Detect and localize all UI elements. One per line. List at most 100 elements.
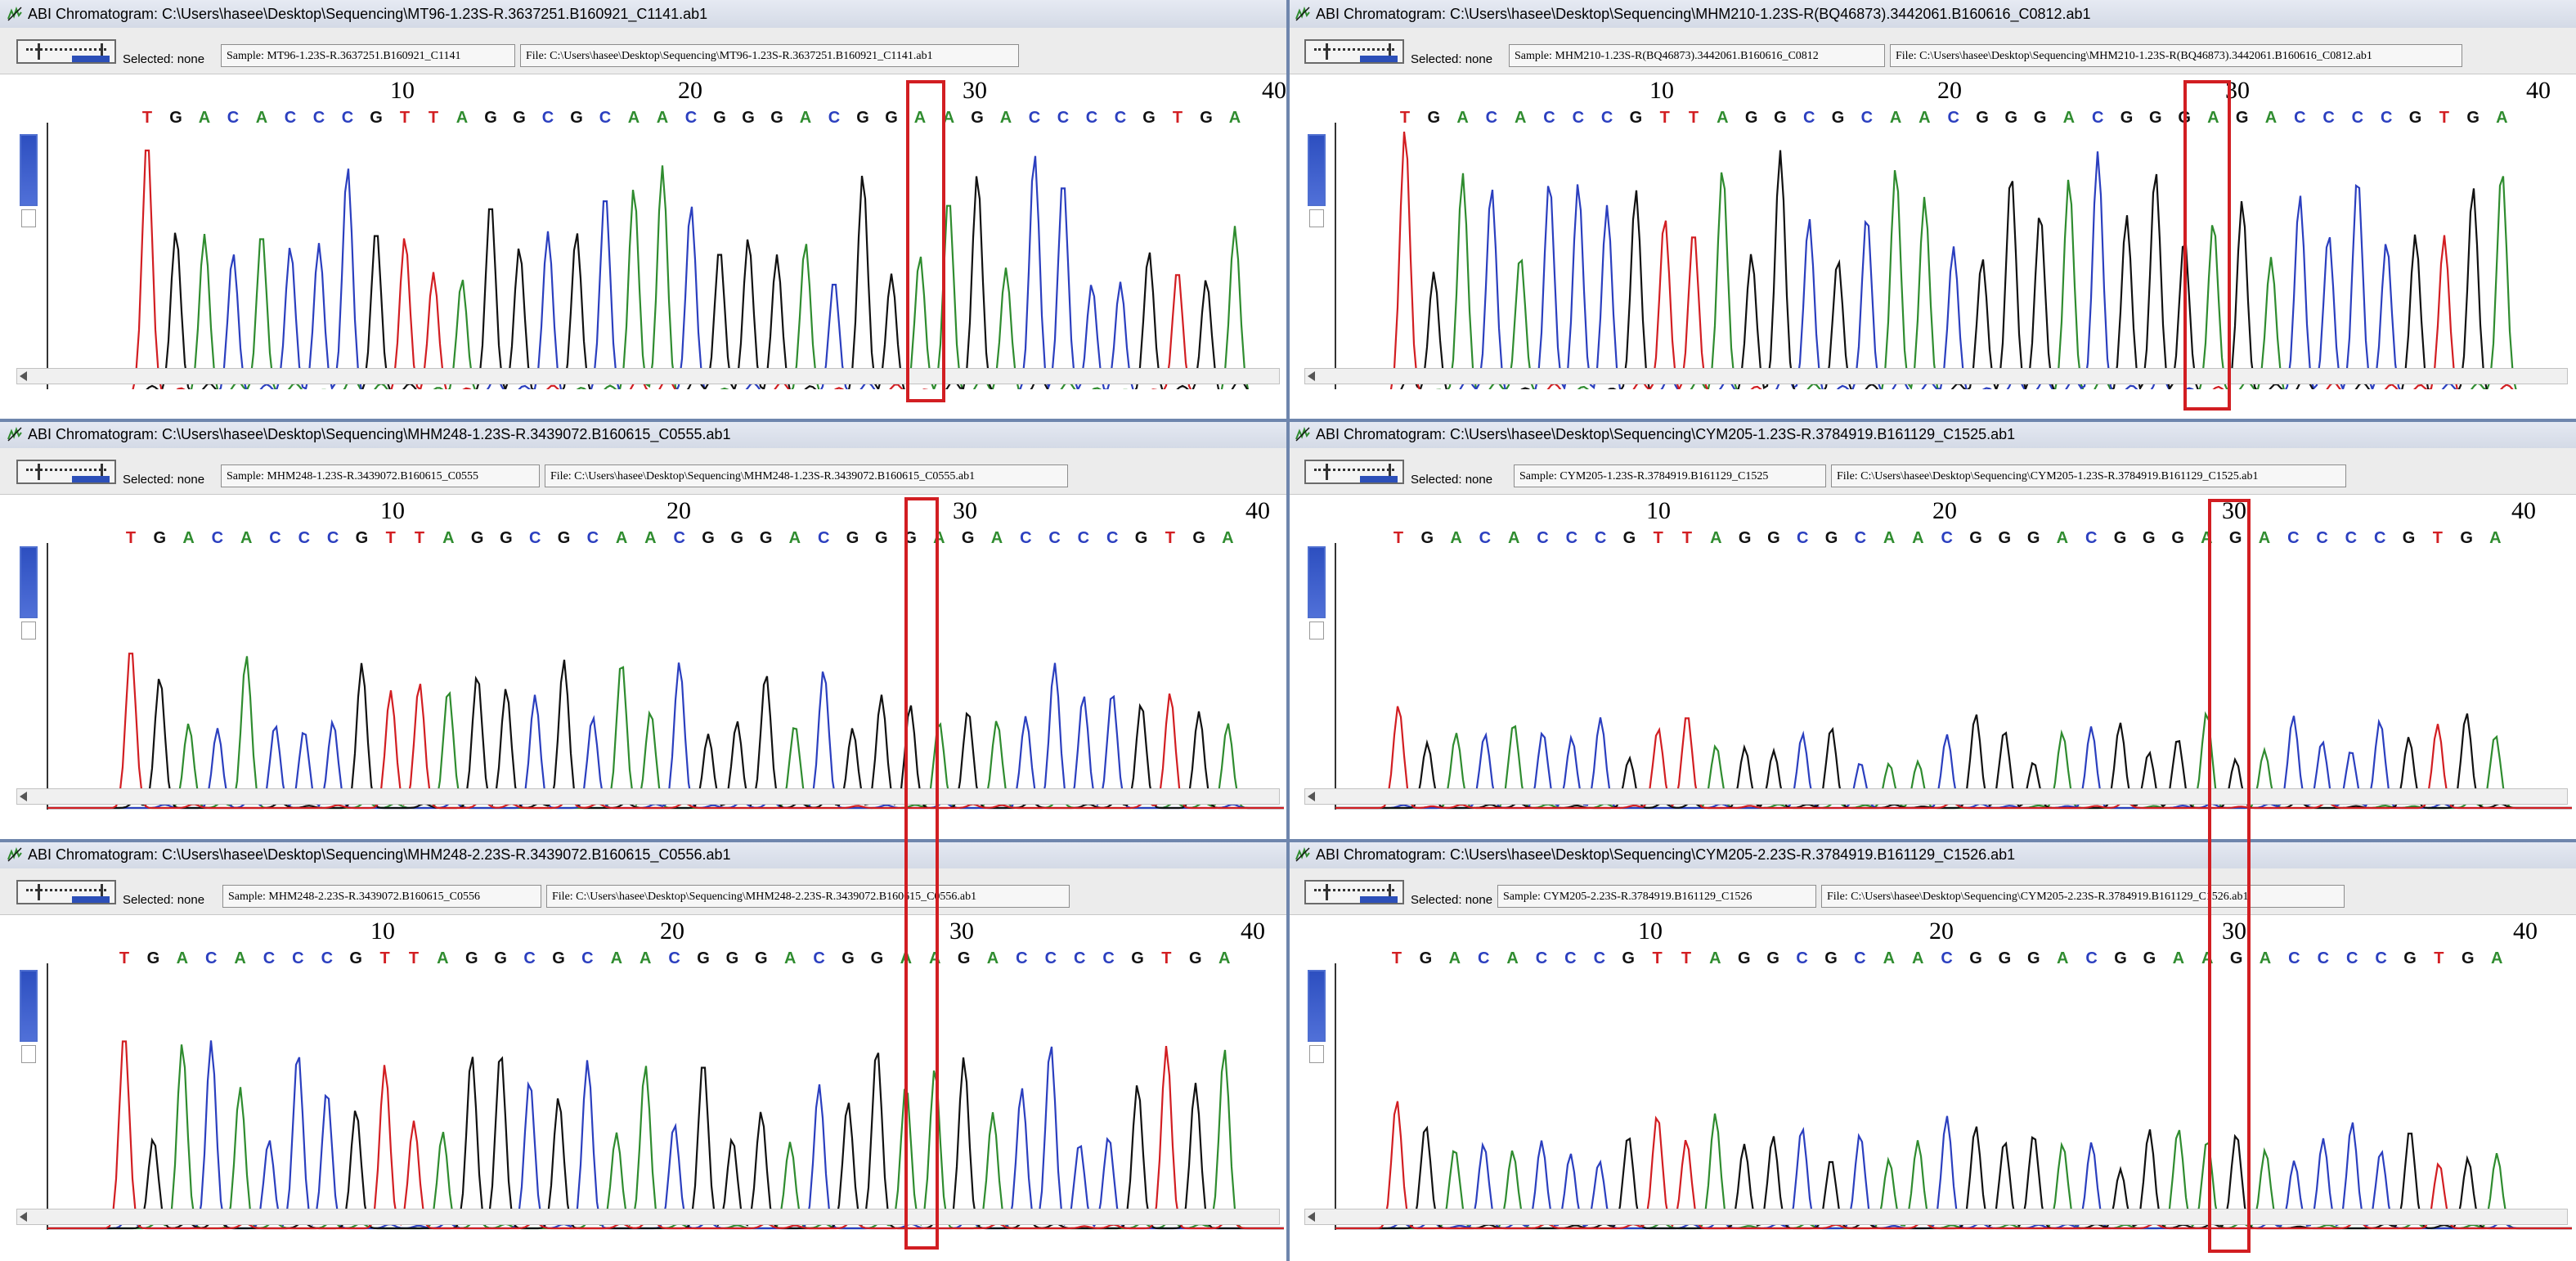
base-call: C <box>2085 529 2097 547</box>
vertical-scale-thumb[interactable] <box>20 134 38 206</box>
base-call: A <box>1000 109 1012 127</box>
base-call: C <box>212 529 223 547</box>
window-title: ABI Chromatogram: C:\Users\hasee\Desktop… <box>28 846 731 863</box>
scroll-left-icon[interactable] <box>20 1212 27 1222</box>
base-call: G <box>846 529 859 547</box>
base-call: G <box>1767 529 1780 547</box>
scroll-left-icon[interactable] <box>1308 1212 1315 1222</box>
chromatogram-traces: 10 20 30 40T G A C A C C C G T T A G G C G C A A C G G G A C G G A A G A C… <box>1335 918 2572 1230</box>
horizontal-scrollbar[interactable] <box>16 368 1280 384</box>
vertical-scale-cap[interactable] <box>1309 209 1324 227</box>
base-call: G <box>2171 529 2184 547</box>
scale-slider[interactable] <box>16 39 116 64</box>
base-call: A <box>1515 109 1526 127</box>
vertical-scale-thumb[interactable] <box>20 546 38 618</box>
selection-status: Selected: none <box>1411 893 1493 907</box>
vertical-scale-thumb[interactable] <box>1308 134 1326 206</box>
scale-slider[interactable] <box>16 880 116 904</box>
sample-field: Sample: CYM205-1.23S-R.3784919.B161129_C… <box>1514 464 1826 487</box>
trace-plot: 10 20 30 40 T G A C A C C C G T T A G G C G C A A C G G G A C G G A A G A C… <box>1288 914 2576 1230</box>
base-call: T <box>386 529 396 547</box>
vertical-scale-cap[interactable] <box>1309 622 1324 639</box>
trace-A <box>190 165 1250 389</box>
vertical-scale-thumb[interactable] <box>1308 546 1326 618</box>
vertical-scale-thumb[interactable] <box>20 970 38 1042</box>
scale-slider[interactable] <box>16 460 116 484</box>
horizontal-scrollbar[interactable] <box>1304 368 2568 384</box>
base-call: A <box>644 529 656 547</box>
chromatogram-panel: ABI Chromatogram: C:\Users\hasee\Desktop… <box>0 0 1288 420</box>
base-call: T <box>1393 529 1403 547</box>
base-call: G <box>370 109 383 127</box>
position-label: 30 <box>963 77 987 104</box>
base-call: T <box>142 109 152 127</box>
base-call: T <box>126 529 136 547</box>
base-call: A <box>789 529 801 547</box>
chromatogram-app-icon <box>7 427 22 442</box>
base-call: T <box>1161 949 1171 967</box>
vertical-scale-cap[interactable] <box>21 622 36 639</box>
base-call: G <box>2114 949 2127 967</box>
base-call: G <box>552 949 565 967</box>
base-call: C <box>2375 949 2386 967</box>
position-label: 40 <box>1262 77 1286 104</box>
horizontal-scrollbar[interactable] <box>1304 788 2568 805</box>
position-label: 40 <box>2513 918 2538 945</box>
horizontal-scrollbar[interactable] <box>16 1209 1280 1225</box>
scroll-left-icon[interactable] <box>20 792 27 801</box>
base-call: C <box>2318 949 2329 967</box>
vertical-scale-cap[interactable] <box>1309 1045 1324 1063</box>
vertical-scale-thumb[interactable] <box>1308 970 1326 1042</box>
scale-slider[interactable] <box>1304 880 1404 904</box>
base-call: G <box>702 529 715 547</box>
scroll-left-icon[interactable] <box>20 371 27 381</box>
position-label: 30 <box>949 918 974 945</box>
base-call: C <box>581 949 593 967</box>
position-label: 40 <box>1245 497 1270 524</box>
vertical-scale-cap[interactable] <box>21 209 36 227</box>
base-call: A <box>234 949 245 967</box>
vertical-scale-cap[interactable] <box>21 1045 36 1063</box>
base-call: C <box>1029 109 1040 127</box>
position-label: 40 <box>2526 77 2551 104</box>
base-call: G <box>1200 109 1213 127</box>
base-call: G <box>1999 529 2012 547</box>
base-call: C <box>1086 109 1097 127</box>
base-call: C <box>292 949 303 967</box>
base-call: C <box>1106 529 1118 547</box>
chromatogram-app-icon <box>1295 847 1310 862</box>
scale-slider[interactable] <box>1304 39 1404 64</box>
scale-slider[interactable] <box>1304 460 1404 484</box>
base-call: T <box>2439 109 2449 127</box>
horizontal-scrollbar[interactable] <box>1304 1209 2568 1225</box>
base-call: G <box>1969 529 1982 547</box>
base-call: G <box>2149 109 2162 127</box>
position-label: 20 <box>1937 77 1962 104</box>
base-call: A <box>456 109 468 127</box>
trace-C <box>1335 716 2572 810</box>
horizontal-scrollbar[interactable] <box>16 788 1280 805</box>
base-call: G <box>770 109 783 127</box>
scroll-left-icon[interactable] <box>1308 792 1315 801</box>
base-call: C <box>1566 529 1577 547</box>
horizontal-divider <box>0 839 2576 842</box>
base-call: G <box>760 529 773 547</box>
base-call: A <box>2496 109 2507 127</box>
base-call: C <box>1601 109 1613 127</box>
base-call: C <box>818 529 829 547</box>
base-call: G <box>841 949 855 967</box>
base-call: C <box>1074 949 1085 967</box>
base-call: G <box>147 949 160 967</box>
position-label: 20 <box>660 918 684 945</box>
base-call: C <box>542 109 554 127</box>
window-titlebar: ABI Chromatogram: C:\Users\hasee\Desktop… <box>0 0 1288 29</box>
toolbar: Selected: none Sample: CYM205-1.23S-R.37… <box>1288 448 2576 495</box>
base-call: C <box>1478 949 1489 967</box>
base-call: A <box>2173 949 2184 967</box>
selection-status: Selected: none <box>1411 473 1493 487</box>
scroll-left-icon[interactable] <box>1308 371 1315 381</box>
base-call: A <box>1222 529 1233 547</box>
base-call: C <box>2346 949 2358 967</box>
chromatogram-panel: ABI Chromatogram: C:\Users\hasee\Desktop… <box>0 420 1288 841</box>
base-call: A <box>2265 109 2277 127</box>
